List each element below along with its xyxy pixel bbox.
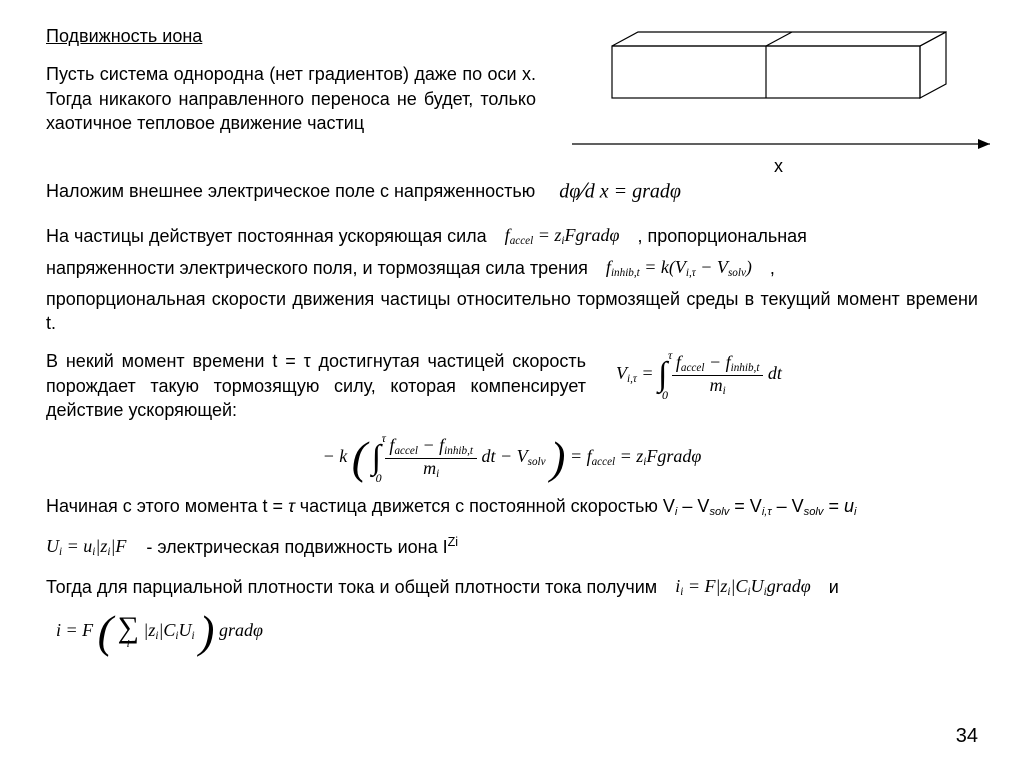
p4-post: , bbox=[770, 256, 775, 280]
eq-V-integral: Vi,τ = ∫0τ faccel − finhib,t mi dt bbox=[616, 353, 782, 397]
eq-accel: faccel = ziFgradφ bbox=[505, 223, 620, 249]
eq-balance: − k ( ∫0τ faccel − finhib,t mi dt − Vsol… bbox=[46, 436, 978, 480]
field-line: Наложим внешнее электрическое поле с нап… bbox=[46, 174, 978, 209]
p9-pre: Тогда для парциальной плотности тока и о… bbox=[46, 575, 657, 599]
eq-inhib: finhib,t = k(Vi,τ − Vsolv) bbox=[606, 255, 752, 281]
p7: Начиная с этого момента t = τ частица дв… bbox=[46, 494, 978, 520]
eq-field: dφ⁄d x = gradφ bbox=[559, 174, 681, 209]
p2-pre: Наложим внешнее электрическое поле с нап… bbox=[46, 179, 535, 203]
p4-pre: напряженности электрического поля, и тор… bbox=[46, 256, 588, 280]
eq-total-current: i = F ( ∑ i |zi|CiUi ) gradφ bbox=[46, 614, 978, 651]
p9-post: и bbox=[829, 575, 839, 599]
axis-label: x bbox=[774, 154, 783, 178]
box-diagram bbox=[566, 24, 1006, 174]
mobility-line: Ui = ui|zi|F - электрическая подвижность… bbox=[46, 534, 978, 560]
page-number: 34 bbox=[956, 723, 978, 750]
accel-line: На частицы действует постоянная ускоряющ… bbox=[46, 223, 978, 249]
p6: В некий момент времени t = τ достигнутая… bbox=[46, 349, 586, 422]
current-density-line: Тогда для парциальной плотности тока и о… bbox=[46, 574, 978, 600]
intro-paragraph: Пусть система однородна (нет градиентов)… bbox=[46, 62, 536, 135]
p3-pre: На частицы действует постоянная ускоряющ… bbox=[46, 224, 487, 248]
p8: - электрическая подвижность иона IZi bbox=[146, 534, 458, 559]
p3-post: , пропорциональная bbox=[637, 224, 806, 248]
eq-ii: ii = F|zi|CiUigradφ bbox=[675, 574, 811, 600]
p5: пропорциональная скорости движения части… bbox=[46, 287, 978, 336]
section-title: Подвижность иона bbox=[46, 24, 536, 48]
friction-line: напряженности электрического поля, и тор… bbox=[46, 255, 978, 281]
eq-U: Ui = ui|zi|F bbox=[46, 534, 126, 560]
